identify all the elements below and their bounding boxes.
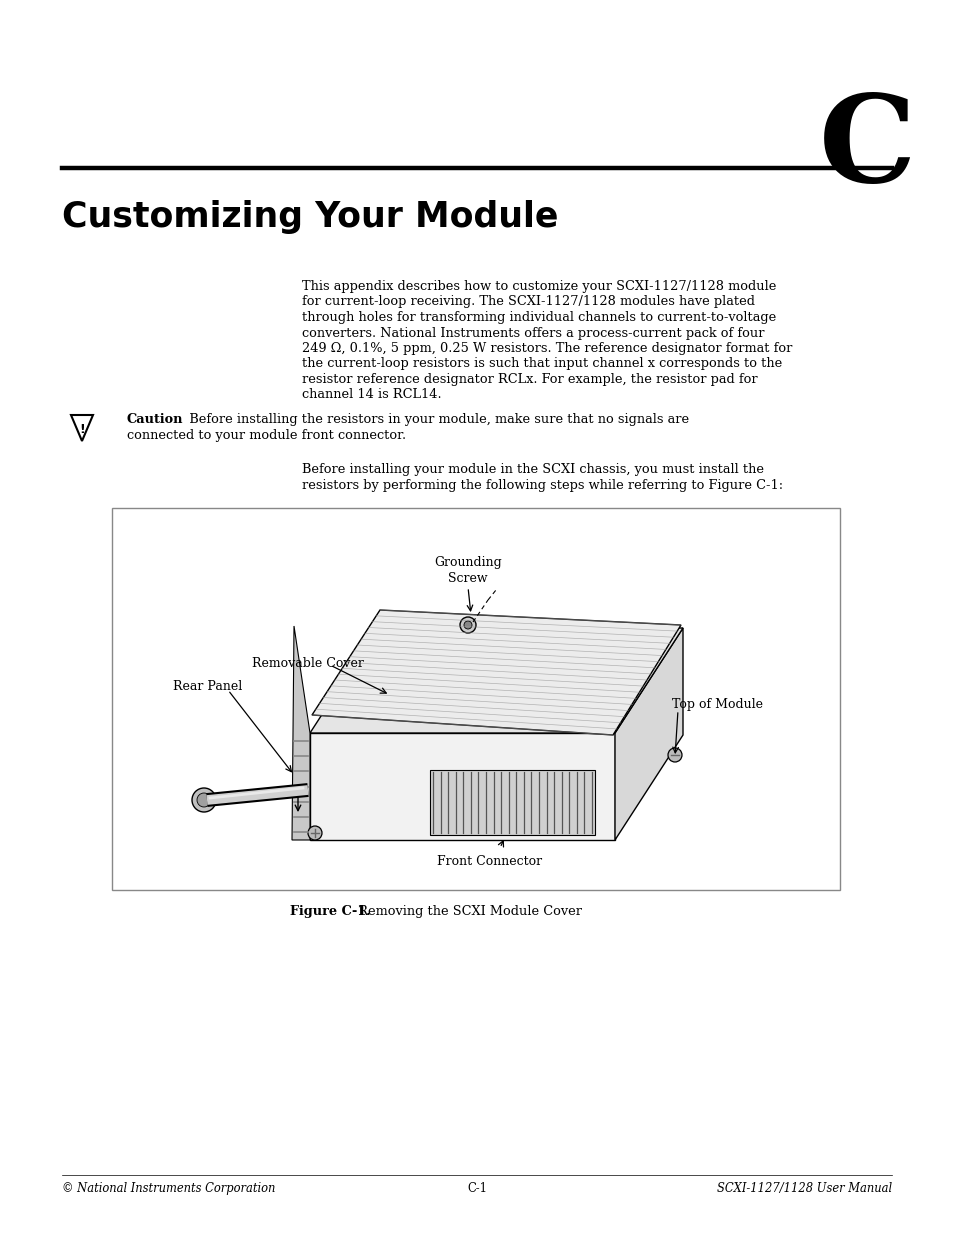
Text: Before installing your module in the SCXI chassis, you must install the: Before installing your module in the SCX… [302, 463, 763, 475]
Text: resistor reference designator RCLx. For example, the resistor pad for: resistor reference designator RCLx. For … [302, 373, 757, 387]
Circle shape [308, 826, 322, 840]
Text: Grounding
Screw: Grounding Screw [434, 556, 501, 585]
Bar [112, 508, 840, 890]
Polygon shape [292, 626, 310, 840]
Text: Before installing the resistors in your module, make sure that no signals are: Before installing the resistors in your … [177, 412, 688, 426]
Text: SCXI-1127/1128 User Manual: SCXI-1127/1128 User Manual [716, 1182, 891, 1195]
Text: Rear Panel: Rear Panel [173, 680, 242, 693]
Text: Removing the SCXI Module Cover: Removing the SCXI Module Cover [350, 905, 581, 918]
Text: C: C [819, 89, 916, 207]
Text: resistors by performing the following steps while referring to Figure C-1:: resistors by performing the following st… [302, 478, 782, 492]
Text: Customizing Your Module: Customizing Your Module [62, 200, 558, 233]
Circle shape [196, 793, 211, 806]
Text: through holes for transforming individual channels to current-to-voltage: through holes for transforming individua… [302, 311, 776, 324]
Text: Removable Cover: Removable Cover [252, 657, 363, 671]
Text: This appendix describes how to customize your SCXI-1127/1128 module: This appendix describes how to customize… [302, 280, 776, 293]
Text: channel 14 is RCL14.: channel 14 is RCL14. [302, 389, 441, 401]
Circle shape [667, 748, 681, 762]
Text: converters. National Instruments offers a process-current pack of four: converters. National Instruments offers … [302, 326, 763, 340]
Text: connected to your module front connector.: connected to your module front connector… [127, 429, 406, 441]
Bar [430, 769, 595, 835]
Circle shape [463, 621, 472, 629]
Circle shape [459, 618, 476, 634]
Text: © National Instruments Corporation: © National Instruments Corporation [62, 1182, 275, 1195]
Text: !: ! [79, 422, 85, 436]
Text: 249 Ω, 0.1%, 5 ppm, 0.25 W resistors. The reference designator format for: 249 Ω, 0.1%, 5 ppm, 0.25 W resistors. Th… [302, 342, 792, 354]
Text: the current-loop resistors is such that input channel x corresponds to the: the current-loop resistors is such that … [302, 357, 781, 370]
Polygon shape [615, 629, 682, 840]
Text: C-1: C-1 [467, 1182, 486, 1195]
Text: for current-loop receiving. The SCXI-1127/1128 modules have plated: for current-loop receiving. The SCXI-112… [302, 295, 754, 309]
Text: Front Connector: Front Connector [437, 855, 542, 868]
Text: Figure C-1.: Figure C-1. [290, 905, 370, 918]
Polygon shape [310, 734, 615, 840]
Text: Top of Module: Top of Module [671, 698, 762, 711]
Text: Caution: Caution [127, 412, 183, 426]
Polygon shape [310, 629, 682, 734]
Circle shape [192, 788, 215, 811]
Polygon shape [312, 610, 680, 735]
